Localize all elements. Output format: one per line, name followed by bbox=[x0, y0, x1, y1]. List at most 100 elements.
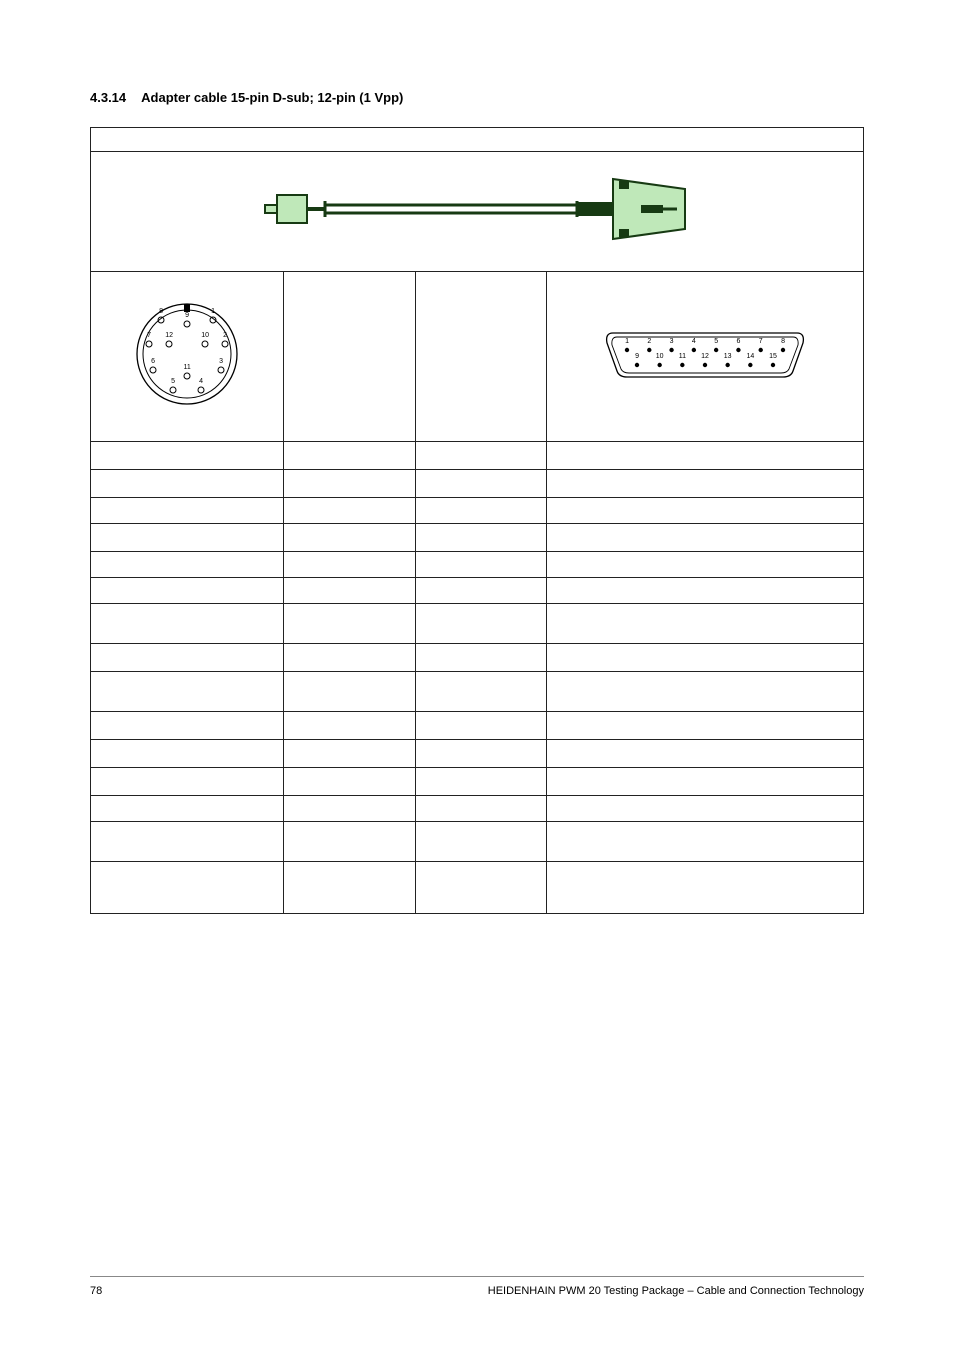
table-row bbox=[91, 644, 864, 672]
circular-connector-diagram: 123456789101112 bbox=[127, 294, 247, 414]
pin-label: 15 bbox=[767, 353, 779, 360]
pin-label: 14 bbox=[744, 353, 756, 360]
spacer-cell bbox=[91, 128, 864, 152]
pin-label: 5 bbox=[710, 338, 722, 345]
table-cell bbox=[547, 796, 864, 822]
table-cell bbox=[415, 524, 546, 552]
table-row bbox=[91, 498, 864, 524]
section-number: 4.3.14 bbox=[90, 90, 138, 105]
table-cell bbox=[284, 768, 415, 796]
pin-label: 11 bbox=[182, 364, 192, 371]
table-cell bbox=[284, 644, 415, 672]
table-cell bbox=[547, 604, 864, 644]
table-cell bbox=[415, 796, 546, 822]
table-row bbox=[91, 712, 864, 740]
table-cell bbox=[284, 498, 415, 524]
pin-label: 4 bbox=[688, 338, 700, 345]
table-cell bbox=[284, 442, 415, 470]
pin-label: 7 bbox=[755, 338, 767, 345]
table-cell bbox=[284, 672, 415, 712]
cable-drawing bbox=[217, 169, 737, 249]
table-cell bbox=[284, 822, 415, 862]
pin-label: 12 bbox=[164, 332, 174, 339]
table-cell bbox=[284, 470, 415, 498]
table-cell bbox=[547, 672, 864, 712]
table-cell bbox=[415, 822, 546, 862]
pin-label: 9 bbox=[182, 312, 192, 319]
table-cell bbox=[91, 578, 284, 604]
pin-label: 10 bbox=[200, 332, 210, 339]
table-cell bbox=[415, 768, 546, 796]
table-row bbox=[91, 470, 864, 498]
pin-label: 9 bbox=[631, 353, 643, 360]
table-row bbox=[91, 442, 864, 470]
section-heading: 4.3.14 Adapter cable 15-pin D-sub; 12-pi… bbox=[90, 90, 864, 105]
table-row bbox=[91, 822, 864, 862]
pin-label: 8 bbox=[777, 338, 789, 345]
table-cell bbox=[415, 712, 546, 740]
table-cell bbox=[415, 498, 546, 524]
pin-label: 6 bbox=[732, 338, 744, 345]
table-cell bbox=[91, 524, 284, 552]
table-cell bbox=[91, 442, 284, 470]
pin-label: 4 bbox=[196, 378, 206, 385]
pin-label: 1 bbox=[208, 308, 218, 315]
table-cell bbox=[284, 862, 415, 914]
table-cell bbox=[284, 524, 415, 552]
pin-label: 1 bbox=[621, 338, 633, 345]
table-cell bbox=[91, 796, 284, 822]
table-row bbox=[91, 796, 864, 822]
table-cell bbox=[284, 712, 415, 740]
table-row bbox=[91, 672, 864, 712]
table-cell bbox=[415, 442, 546, 470]
table-cell bbox=[415, 740, 546, 768]
pin-label: 6 bbox=[148, 358, 158, 365]
table-cell bbox=[547, 822, 864, 862]
table-cell bbox=[547, 578, 864, 604]
pin-label: 8 bbox=[156, 308, 166, 315]
pin-label: 5 bbox=[168, 378, 178, 385]
table-cell bbox=[284, 604, 415, 644]
table-cell bbox=[547, 644, 864, 672]
table-cell bbox=[415, 604, 546, 644]
table-cell bbox=[91, 498, 284, 524]
pin-label: 7 bbox=[144, 332, 154, 339]
table-cell bbox=[547, 712, 864, 740]
pin-label: 10 bbox=[654, 353, 666, 360]
empty-mid-cell-2 bbox=[415, 272, 546, 442]
table-cell bbox=[91, 822, 284, 862]
table-row bbox=[91, 604, 864, 644]
table-row bbox=[91, 740, 864, 768]
table-cell bbox=[547, 740, 864, 768]
pin-label: 11 bbox=[676, 353, 688, 360]
table-cell bbox=[91, 552, 284, 578]
section-title: Adapter cable 15-pin D-sub; 12-pin (1 Vp… bbox=[141, 90, 403, 105]
table-cell bbox=[91, 672, 284, 712]
pin-label: 3 bbox=[216, 358, 226, 365]
circular-connector-cell: 123456789101112 bbox=[91, 272, 284, 442]
table-cell bbox=[547, 442, 864, 470]
dsub-connector-diagram: 123456789101112131415 bbox=[595, 323, 815, 385]
page-number: 78 bbox=[90, 1285, 102, 1297]
table-cell bbox=[284, 796, 415, 822]
table-cell bbox=[547, 862, 864, 914]
pin-label: 2 bbox=[643, 338, 655, 345]
table-cell bbox=[91, 862, 284, 914]
dsub-connector-cell: 123456789101112131415 bbox=[547, 272, 864, 442]
pinout-table: 123456789101112 123456789101112131415 bbox=[90, 127, 864, 914]
table-row bbox=[91, 552, 864, 578]
table-cell bbox=[91, 768, 284, 796]
table-cell bbox=[91, 604, 284, 644]
pin-label: 3 bbox=[666, 338, 678, 345]
table-cell bbox=[547, 524, 864, 552]
cable-illustration-cell bbox=[91, 152, 864, 272]
table-cell bbox=[547, 552, 864, 578]
table-cell bbox=[547, 768, 864, 796]
table-row bbox=[91, 578, 864, 604]
table-cell bbox=[415, 672, 546, 712]
table-cell bbox=[547, 470, 864, 498]
pin-label: 13 bbox=[722, 353, 734, 360]
table-cell bbox=[284, 552, 415, 578]
table-cell bbox=[415, 644, 546, 672]
table-cell bbox=[415, 862, 546, 914]
